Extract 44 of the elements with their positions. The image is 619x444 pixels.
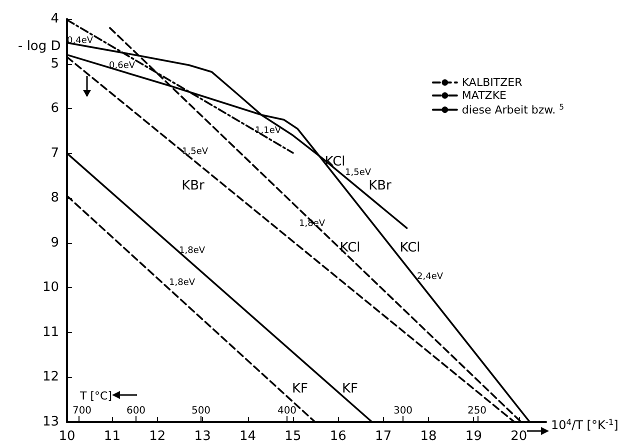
y-tick-label: 8 [50,190,59,206]
annotation: 1,8eV [168,278,196,288]
annotation: 1,5eV [182,147,209,157]
annotation: 1,8eV [178,246,206,256]
x-tick-label: 16 [330,429,346,444]
annotation: KF [342,382,358,396]
legend-label: KALBITZER [462,76,523,89]
y-tick-label: 13 [42,414,59,430]
x-tick-label: 19 [465,429,482,444]
annotation: 2,4eV [416,272,444,282]
y-tick-label: 10 [42,280,59,296]
annotation: KCl [400,240,420,256]
y-tick-label: 5 [50,56,59,72]
annotation: 1,1eV [254,126,282,136]
y-axis-title: - log D [18,39,61,54]
x-tick-label: 13 [194,429,211,444]
x-tick-label: 18 [420,429,437,444]
x-tick-label: 17 [375,429,392,444]
x-tick-label: 14 [239,429,256,444]
x-tick-label: 11 [104,429,120,444]
annotation: KCl [340,240,360,256]
annotation: 400 [277,406,297,416]
y-tick-label: 4 [50,12,59,26]
x-tick-label: 20 [510,429,528,444]
annotation: 300 [393,406,413,416]
y-tick-label: 12 [42,370,59,385]
annotation: T [°C] [79,390,112,402]
y-tick-label: 9 [50,235,59,250]
legend-label: MATZKE [462,89,507,102]
annotation: 700 [72,406,92,416]
annotation: 1,5eV [344,168,372,178]
annotation: KBr [182,178,206,194]
annotation: KBr [368,178,392,194]
y-tick-label: 11 [42,324,59,340]
annotation: 600 [126,406,146,416]
annotation: 0,6eV [108,61,136,71]
x-tick-label: 12 [149,429,166,444]
annotation: KF [292,382,308,396]
y-tick-label: 7 [50,146,59,161]
y-tick-label: 6 [50,101,59,116]
annotation: 0,4eV [66,36,94,46]
x-tick-label: 15 [284,429,302,444]
annotation: 500 [191,406,211,416]
annotation: 250 [467,406,487,416]
